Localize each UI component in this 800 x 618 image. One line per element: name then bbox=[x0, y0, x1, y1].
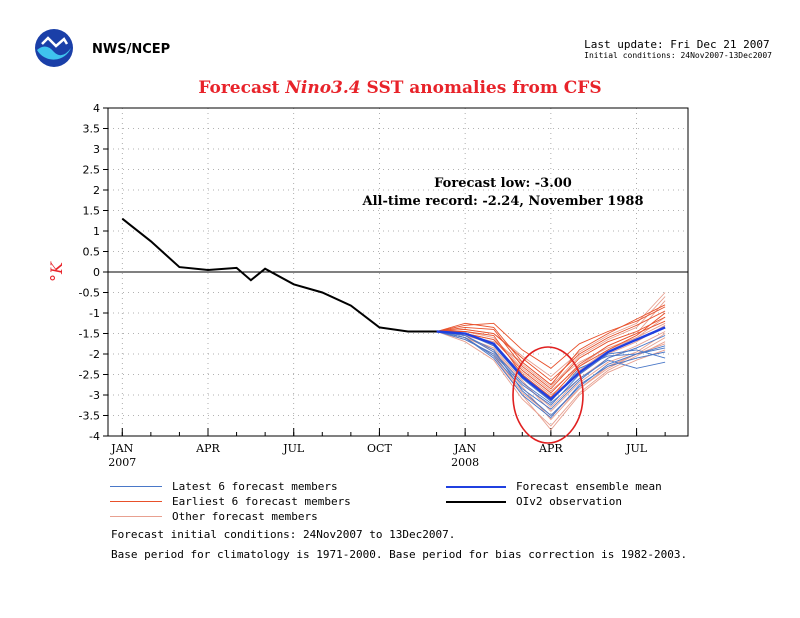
y-tick-label: -1.5 bbox=[79, 328, 100, 341]
note-base-period: Base period for climatology is 1971-2000… bbox=[111, 548, 688, 561]
y-tick-label: -2.5 bbox=[79, 369, 100, 382]
earliest-member-line bbox=[436, 310, 666, 382]
y-axis-label: °K bbox=[47, 261, 66, 282]
earliest-member-line bbox=[436, 320, 666, 394]
chart-title-italic: Nino3.4 bbox=[285, 78, 361, 98]
chart-title: Forecast Nino3.4 SST anomalies from CFS bbox=[0, 78, 800, 98]
latest-member-line bbox=[436, 331, 666, 417]
annotation-record: All-time record: -2.24, November 1988 bbox=[362, 194, 644, 209]
x-tick-label: JAN bbox=[110, 442, 133, 455]
latest-member-line bbox=[436, 331, 666, 404]
legend-earliest: Earliest 6 forecast members bbox=[110, 495, 351, 508]
x-tick-label: JUL bbox=[625, 442, 648, 455]
x-tick-year: 2007 bbox=[108, 456, 136, 469]
nino34-chart: 4 3.5 3 2.5 2 1.5 1 0.5 0 -0.5 -1 -1.5 -2 -2.5 -3 -3.5 -… bbox=[47, 102, 689, 469]
legend-mean-swatch bbox=[446, 485, 506, 488]
org-name: NWS/NCEP bbox=[92, 42, 171, 57]
legend-mean: Forecast ensemble mean bbox=[446, 480, 662, 493]
plot-frame bbox=[107, 107, 689, 437]
legend-mean-label: Forecast ensemble mean bbox=[516, 480, 662, 493]
other-member-line bbox=[436, 331, 666, 421]
update-info: Last update: Fri Dec 21 2007 Initial con… bbox=[584, 38, 772, 60]
legend-other: Other forecast members bbox=[110, 510, 318, 523]
earliest-member-line bbox=[436, 304, 666, 386]
legend-obs-swatch bbox=[446, 500, 506, 503]
chart-title-part2: SST anomalies from CFS bbox=[366, 78, 602, 98]
legend-obs-label: OIv2 observation bbox=[516, 495, 622, 508]
initial-conditions: Initial conditions: 24Nov2007-13Dec2007 bbox=[584, 51, 772, 60]
x-tick-label: APR bbox=[538, 442, 563, 455]
y-tick-label: -1 bbox=[89, 307, 100, 320]
legend-other-label: Other forecast members bbox=[172, 510, 318, 523]
y-tick-label: -3 bbox=[89, 389, 100, 402]
y-tick-label: -3.5 bbox=[79, 410, 100, 423]
y-tick-label: 0.5 bbox=[83, 246, 101, 259]
earliest-member-line bbox=[436, 316, 666, 390]
last-update: Last update: Fri Dec 21 2007 bbox=[584, 38, 770, 51]
legend-earliest-label: Earliest 6 forecast members bbox=[172, 495, 351, 508]
chart-title-part1: Forecast bbox=[198, 78, 280, 98]
note-initial-conditions: Forecast initial conditions: 24Nov2007 t… bbox=[111, 528, 456, 541]
y-tick-label: 2.5 bbox=[83, 164, 101, 177]
x-tick-year: 2008 bbox=[451, 456, 479, 469]
legend-earliest-swatch bbox=[110, 501, 162, 502]
y-tick-label: 0 bbox=[93, 266, 100, 279]
earliest-member-line bbox=[436, 312, 666, 398]
y-tick-label: 1 bbox=[93, 225, 100, 238]
x-tick-label: JAN bbox=[453, 442, 476, 455]
series-layer bbox=[121, 217, 666, 431]
ensemble-mean-line bbox=[436, 326, 666, 401]
x-tick-label: OCT bbox=[367, 442, 392, 455]
grid-layer bbox=[108, 108, 688, 436]
y-tick-label: -2 bbox=[89, 348, 100, 361]
legend-obs: OIv2 observation bbox=[446, 495, 622, 508]
legend-latest: Latest 6 forecast members bbox=[110, 480, 338, 493]
legend-latest-swatch bbox=[110, 486, 162, 487]
y-tick-label: 1.5 bbox=[83, 205, 101, 218]
y-axis-ticks: 4 3.5 3 2.5 2 1.5 1 0.5 0 -0.5 -1 -1.5 -2 -2.5 -3 -3.5 -… bbox=[79, 102, 108, 443]
y-tick-label: 3.5 bbox=[83, 123, 101, 136]
x-tick-label: JUL bbox=[282, 442, 305, 455]
y-tick-label: 2 bbox=[93, 184, 100, 197]
annotation-forecast-low: Forecast low: -3.00 bbox=[434, 176, 572, 191]
legend-latest-label: Latest 6 forecast members bbox=[172, 480, 338, 493]
y-tick-label: 4 bbox=[93, 102, 100, 115]
other-member-line bbox=[436, 331, 666, 408]
y-tick-label: 3 bbox=[93, 143, 100, 156]
x-tick-label: APR bbox=[195, 442, 220, 455]
legend-other-swatch bbox=[110, 516, 162, 517]
latest-member-line bbox=[436, 331, 666, 419]
y-tick-label: -4 bbox=[89, 430, 100, 443]
observation-line bbox=[121, 217, 437, 333]
noaa-logo-icon bbox=[35, 29, 73, 67]
y-tick-label: -0.5 bbox=[79, 287, 100, 300]
forecast-low-ellipse bbox=[512, 346, 584, 444]
